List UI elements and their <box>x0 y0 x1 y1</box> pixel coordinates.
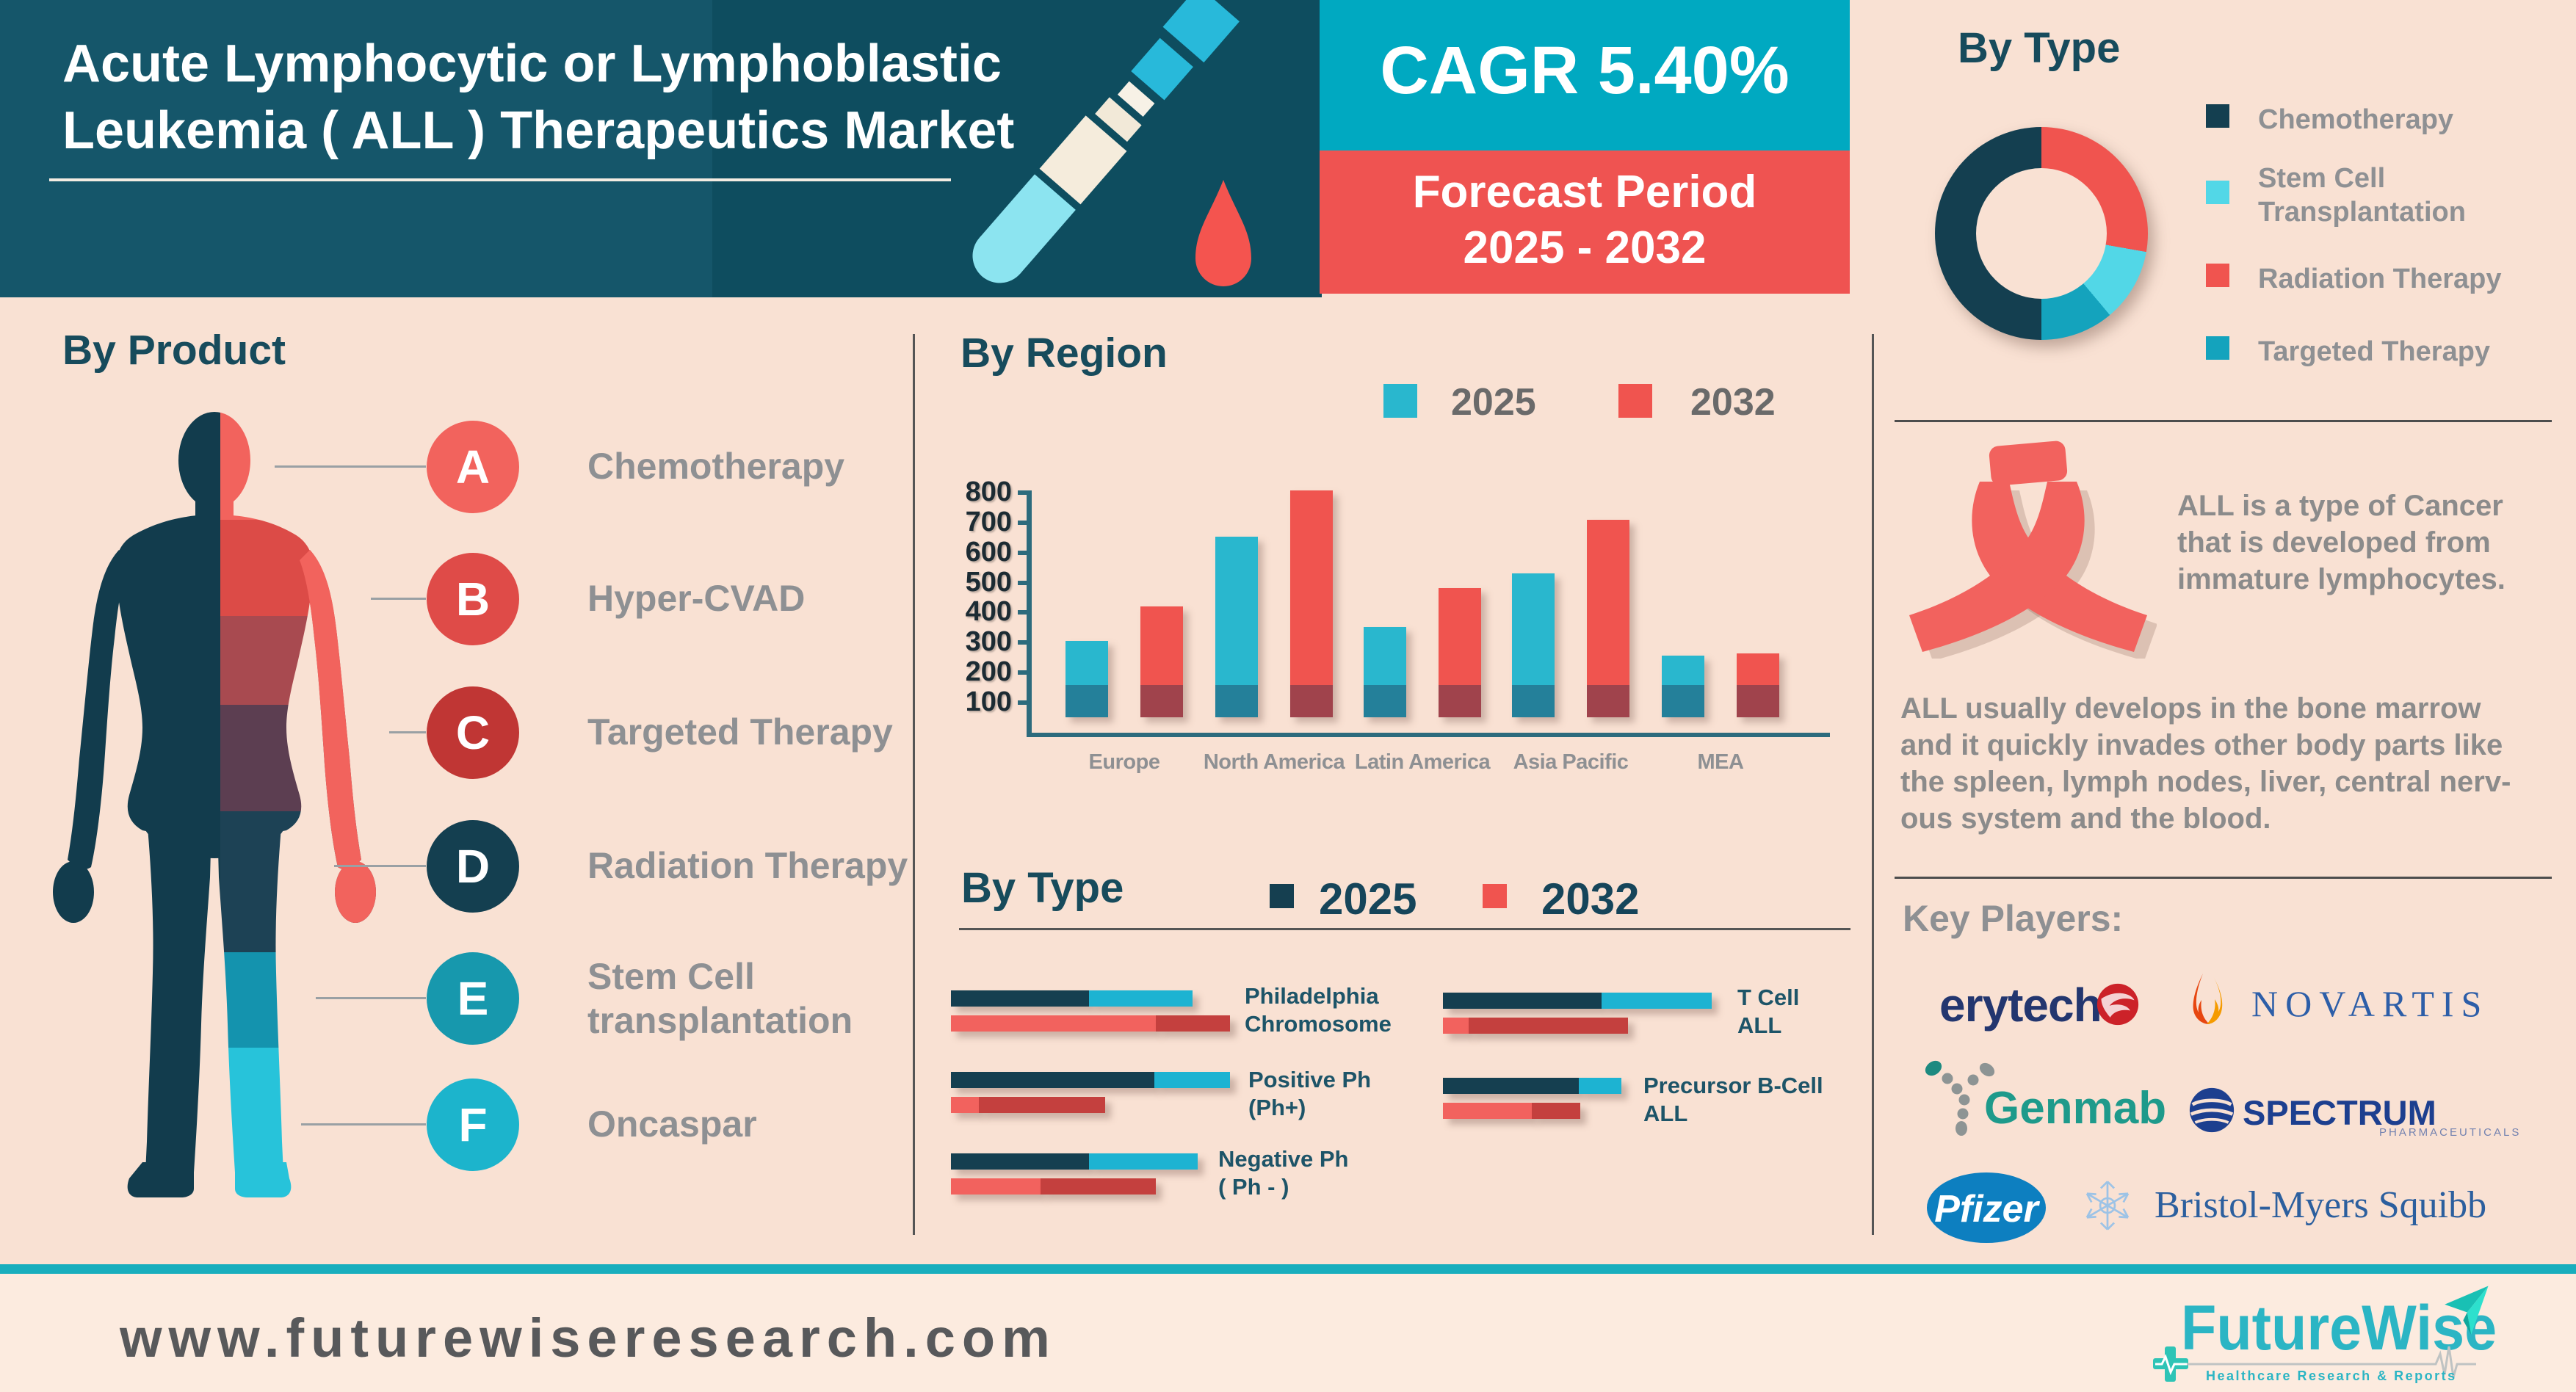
svg-text:Pfizer: Pfizer <box>1934 1188 2040 1230</box>
